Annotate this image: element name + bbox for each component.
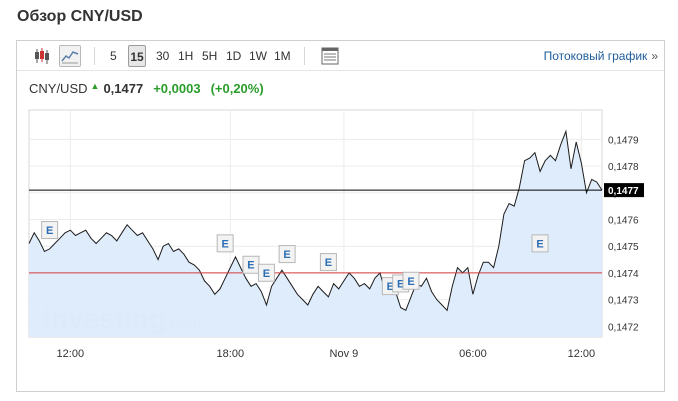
event-marker[interactable]: E bbox=[41, 221, 59, 240]
x-tick-label: 06:00 bbox=[459, 348, 487, 360]
timeframe-1d[interactable]: 1D bbox=[226, 49, 242, 63]
price-area-fill bbox=[29, 131, 602, 337]
event-marker-label: E bbox=[325, 257, 332, 269]
toolbar-divider bbox=[94, 47, 95, 65]
y-tick-label: 0,1474 bbox=[608, 269, 639, 280]
x-tick-label: 12:00 bbox=[57, 348, 85, 360]
candlestick-icon[interactable] bbox=[31, 45, 53, 67]
quote-row: CNY/USD ▲ 0,1477 +0,0003 (+0,20%) bbox=[29, 81, 264, 99]
event-marker-label: E bbox=[283, 249, 290, 261]
event-marker-box bbox=[531, 234, 549, 253]
chart-widget: 5 15 30 1H 5H 1D 1W 1M Потоковый график»… bbox=[16, 40, 665, 392]
timeframe-30[interactable]: 30 bbox=[156, 49, 170, 63]
timeframe-1h[interactable]: 1H bbox=[178, 49, 194, 63]
event-marker[interactable]: E bbox=[319, 253, 337, 272]
x-tick-label: 18:00 bbox=[217, 348, 245, 360]
x-tick-label: Nov 9 bbox=[330, 348, 359, 360]
page-title: Обзор CNY/USD bbox=[17, 8, 143, 25]
chevron-right-icon: » bbox=[651, 49, 658, 63]
timeframe-1w[interactable]: 1W bbox=[249, 49, 267, 63]
event-marker[interactable]: E bbox=[216, 234, 234, 253]
event-marker[interactable]: E bbox=[257, 263, 275, 282]
quote-change: +0,0003 bbox=[153, 81, 201, 96]
event-marker-box bbox=[41, 221, 59, 240]
arrow-up-icon: ▲ bbox=[90, 81, 100, 91]
event-marker-box bbox=[319, 253, 337, 272]
last-price-label: 0,1477 bbox=[608, 186, 639, 197]
line-chart-icon[interactable] bbox=[59, 45, 81, 67]
event-marker[interactable]: E bbox=[242, 255, 260, 274]
event-marker-label: E bbox=[387, 281, 394, 293]
timeframe-15[interactable]: 15 bbox=[128, 45, 146, 67]
event-marker[interactable]: E bbox=[278, 245, 296, 264]
quote-symbol: CNY/USD bbox=[29, 81, 88, 96]
toolbar-divider bbox=[304, 47, 305, 65]
y-tick-label: 0,1473 bbox=[608, 296, 639, 307]
y-tick-label: 0,1472 bbox=[608, 322, 639, 333]
event-marker-label: E bbox=[46, 225, 53, 237]
timeframe-1m[interactable]: 1M bbox=[274, 49, 291, 63]
y-tick-label: 0,1479 bbox=[608, 135, 639, 146]
event-marker-label: E bbox=[221, 238, 228, 250]
y-tick-label: 0,1476 bbox=[608, 215, 639, 226]
x-tick-label: 12:00 bbox=[568, 348, 596, 360]
event-marker[interactable]: E bbox=[531, 234, 549, 253]
streaming-chart-label: Потоковый график bbox=[543, 49, 648, 63]
timeframe-5h[interactable]: 5H bbox=[202, 49, 218, 63]
event-marker-label: E bbox=[397, 278, 404, 290]
streaming-chart-link[interactable]: Потоковый график» bbox=[544, 45, 658, 67]
y-tick-label: 0,1478 bbox=[608, 162, 639, 173]
event-marker-box bbox=[257, 263, 275, 282]
table-icon[interactable] bbox=[319, 45, 341, 67]
event-marker-label: E bbox=[536, 238, 543, 250]
event-marker-label: E bbox=[407, 276, 414, 288]
chart-toolbar: 5 15 30 1H 5H 1D 1W 1M Потоковый график» bbox=[17, 41, 664, 71]
event-marker-box bbox=[278, 245, 296, 264]
y-tick-label: 0,1475 bbox=[608, 242, 639, 253]
event-marker-box bbox=[216, 234, 234, 253]
price-chart[interactable]: 0,1479 0,1478 0,1477 0,1476 0,1475 0,1474 0,14… bbox=[17, 41, 666, 393]
event-marker[interactable]: E bbox=[402, 271, 420, 290]
quote-change-percent: (+0,20%) bbox=[210, 81, 264, 96]
event-marker-label: E bbox=[247, 260, 254, 272]
event-marker-label: E bbox=[263, 268, 270, 280]
event-marker-box bbox=[402, 271, 420, 290]
price-line bbox=[28, 129, 603, 312]
timeframe-5[interactable]: 5 bbox=[110, 49, 117, 63]
quote-price: 0,1477 bbox=[103, 81, 144, 96]
last-price-tag bbox=[604, 183, 644, 198]
